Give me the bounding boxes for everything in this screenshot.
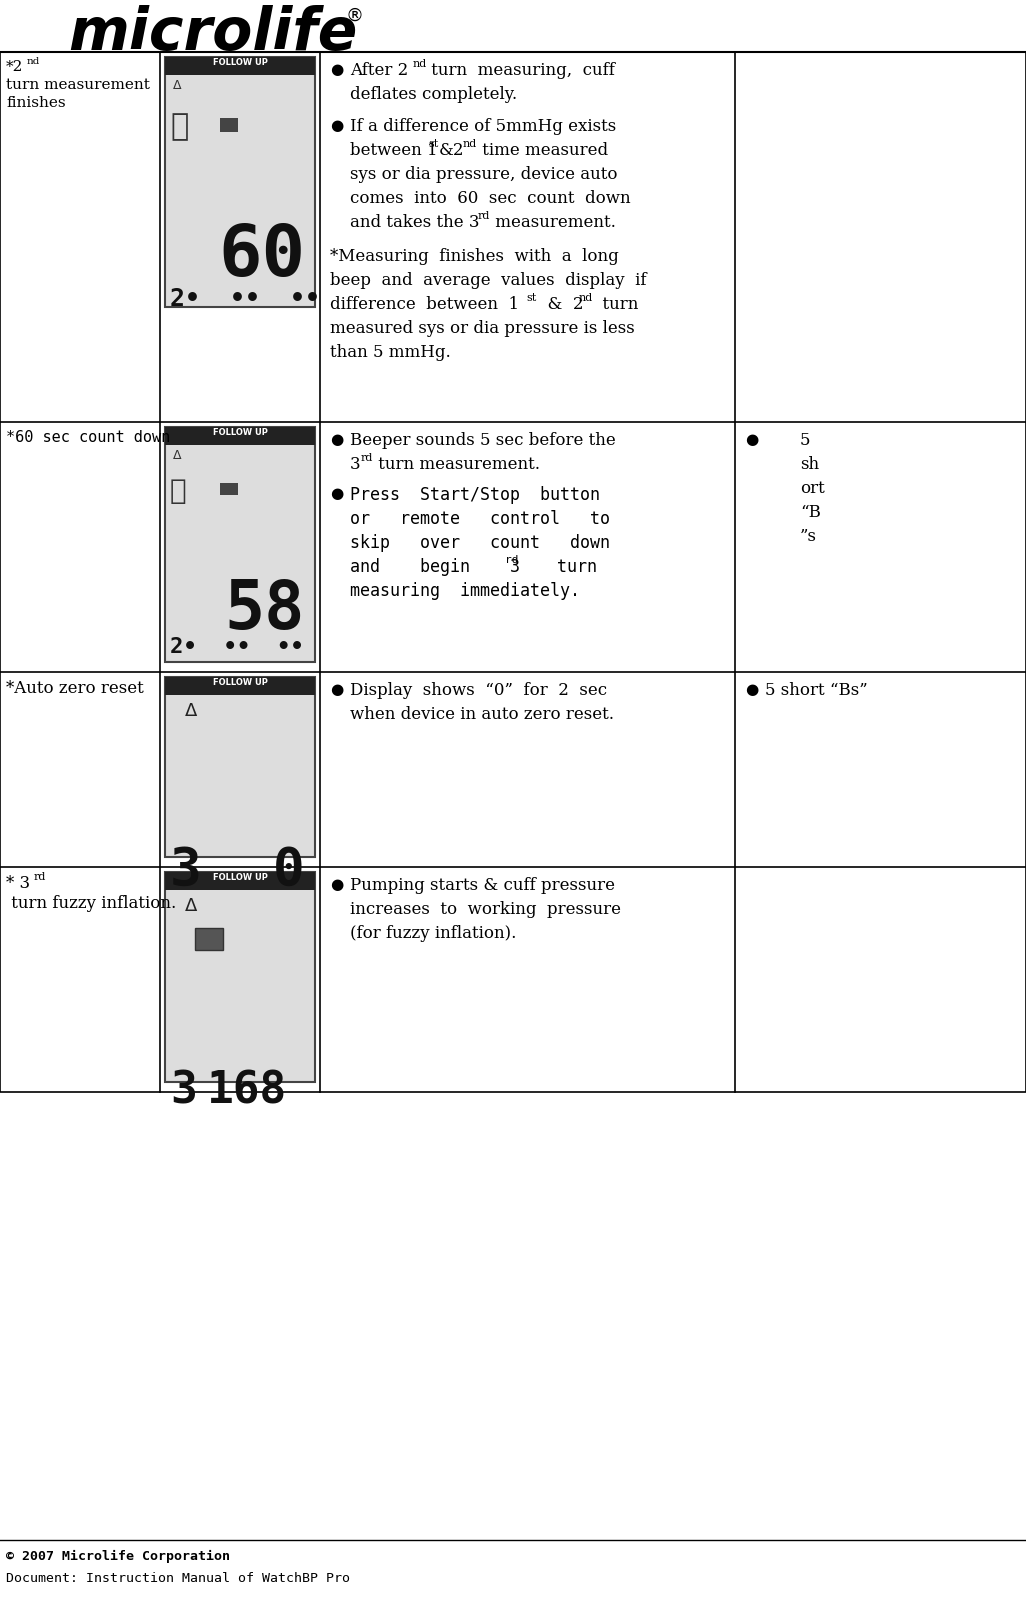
- Bar: [165, 678, 315, 858]
- Text: ®: ®: [346, 6, 364, 24]
- Text: turn fuzzy inflation.: turn fuzzy inflation.: [6, 895, 176, 913]
- Text: deflates completely.: deflates completely.: [350, 86, 517, 104]
- Text: increases  to  working  pressure: increases to working pressure: [350, 901, 621, 917]
- Text: *Auto zero reset: *Auto zero reset: [6, 679, 144, 697]
- Bar: [165, 872, 315, 890]
- Text: turn measurement.: turn measurement.: [373, 456, 540, 473]
- Text: turn: turn: [517, 558, 597, 575]
- Text: 3: 3: [170, 1070, 197, 1114]
- Text: 2•  ••  ••: 2• •• ••: [170, 287, 320, 311]
- Text: and takes the 3: and takes the 3: [350, 214, 479, 232]
- Text: ●: ●: [330, 433, 344, 447]
- Text: nd: nd: [27, 57, 40, 66]
- Text: *60 sec count down: *60 sec count down: [6, 430, 170, 446]
- Text: finishes: finishes: [6, 96, 66, 110]
- Text: Δ: Δ: [185, 896, 197, 914]
- Text: Beeper sounds 5 sec before the: Beeper sounds 5 sec before the: [350, 433, 616, 449]
- Text: rd: rd: [478, 211, 490, 220]
- Text: FOLLOW UP: FOLLOW UP: [212, 428, 268, 438]
- Text: comes  into  60  sec  count  down: comes into 60 sec count down: [350, 190, 631, 207]
- Text: measuring  immediately.: measuring immediately.: [350, 582, 580, 600]
- Text: Δ: Δ: [185, 702, 197, 720]
- Text: when device in auto zero reset.: when device in auto zero reset.: [350, 707, 614, 723]
- Text: difference  between  1: difference between 1: [330, 297, 519, 313]
- Text: turn: turn: [592, 297, 638, 313]
- Text: and    begin    3: and begin 3: [350, 558, 520, 575]
- Text: * 3: * 3: [6, 875, 30, 892]
- Text: st: st: [526, 293, 537, 303]
- Text: time measured: time measured: [477, 143, 608, 159]
- Text: ort: ort: [800, 480, 825, 498]
- Text: ●: ●: [330, 682, 344, 697]
- Text: ●: ●: [330, 62, 344, 78]
- Text: ●: ●: [745, 682, 758, 697]
- Text: nd: nd: [579, 293, 593, 303]
- Text: turn  measuring,  cuff: turn measuring, cuff: [426, 62, 615, 79]
- Text: &  2: & 2: [537, 297, 584, 313]
- Text: ●: ●: [330, 486, 344, 501]
- Text: skip   over   count   down: skip over count down: [350, 533, 610, 553]
- Text: FOLLOW UP: FOLLOW UP: [212, 874, 268, 882]
- Text: “B: “B: [800, 504, 821, 520]
- Bar: [165, 426, 315, 446]
- Text: 🚶: 🚶: [170, 477, 187, 506]
- Text: 2•  ••  ••: 2• •• ••: [170, 637, 304, 657]
- Bar: [165, 426, 315, 661]
- Text: measurement.: measurement.: [490, 214, 616, 232]
- Text: 5: 5: [800, 433, 811, 449]
- Text: © 2007 Microlife Corporation: © 2007 Microlife Corporation: [6, 1550, 230, 1563]
- Text: &2: &2: [439, 143, 465, 159]
- Text: rd: rd: [361, 452, 373, 464]
- Bar: [195, 927, 223, 950]
- Text: nd: nd: [463, 139, 477, 149]
- Text: 3: 3: [350, 456, 360, 473]
- Text: sh: sh: [800, 456, 819, 473]
- Text: *2: *2: [6, 60, 24, 75]
- Text: 3: 3: [170, 845, 202, 896]
- Text: ”s: ”s: [800, 528, 817, 545]
- Text: (for fuzzy inflation).: (for fuzzy inflation).: [350, 926, 516, 942]
- Text: 58: 58: [225, 577, 305, 644]
- Bar: [165, 57, 315, 306]
- Bar: [0, 52, 1026, 1093]
- Text: 5 short “Bs”: 5 short “Bs”: [765, 682, 868, 699]
- Text: 60: 60: [218, 222, 305, 292]
- Text: between 1: between 1: [350, 143, 438, 159]
- Text: Δ: Δ: [173, 79, 182, 92]
- Text: nd: nd: [413, 58, 427, 70]
- Text: rd: rd: [505, 554, 518, 566]
- Text: or   remote   control   to: or remote control to: [350, 511, 610, 528]
- Text: measured sys or dia pressure is less: measured sys or dia pressure is less: [330, 319, 635, 337]
- Text: turn measurement: turn measurement: [6, 78, 150, 92]
- Text: Document: Instruction Manual of WatchBP Pro: Document: Instruction Manual of WatchBP …: [6, 1572, 350, 1585]
- Text: Press  Start/Stop  button: Press Start/Stop button: [350, 486, 600, 504]
- Text: microlife: microlife: [68, 5, 357, 62]
- Bar: [220, 118, 238, 131]
- Text: beep  and  average  values  display  if: beep and average values display if: [330, 272, 646, 289]
- Text: *Measuring  finishes  with  a  long: *Measuring finishes with a long: [330, 248, 619, 264]
- Bar: [220, 483, 238, 494]
- Bar: [165, 872, 315, 1081]
- Text: Pumping starts & cuff pressure: Pumping starts & cuff pressure: [350, 877, 615, 895]
- Text: 🚶: 🚶: [170, 112, 188, 141]
- Text: than 5 mmHg.: than 5 mmHg.: [330, 344, 450, 361]
- Bar: [165, 678, 315, 695]
- Text: ●: ●: [330, 877, 344, 892]
- Text: 0: 0: [273, 845, 305, 896]
- Text: If a difference of 5mmHg exists: If a difference of 5mmHg exists: [350, 118, 617, 135]
- Text: FOLLOW UP: FOLLOW UP: [212, 58, 268, 66]
- Text: st: st: [428, 139, 438, 149]
- Bar: [165, 57, 315, 75]
- Text: 168: 168: [207, 1070, 287, 1114]
- Text: FOLLOW UP: FOLLOW UP: [212, 678, 268, 687]
- Text: rd: rd: [34, 872, 46, 882]
- Text: Δ: Δ: [173, 449, 182, 462]
- Text: After 2: After 2: [350, 62, 408, 79]
- Text: ●: ●: [745, 433, 758, 447]
- Text: sys or dia pressure, device auto: sys or dia pressure, device auto: [350, 165, 618, 183]
- Text: Display  shows  “0”  for  2  sec: Display shows “0” for 2 sec: [350, 682, 607, 699]
- Text: ●: ●: [330, 118, 344, 133]
